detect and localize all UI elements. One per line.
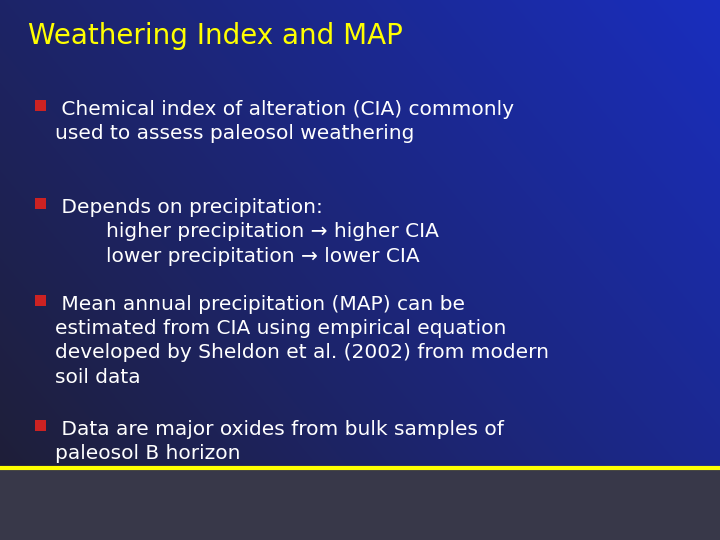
Bar <box>35 295 46 306</box>
Bar <box>35 198 46 209</box>
Text: Data are major oxides from bulk samples of
paleosol B horizon: Data are major oxides from bulk samples … <box>55 420 504 463</box>
Bar <box>35 420 46 431</box>
Bar <box>35 100 46 111</box>
Text: Mean annual precipitation (MAP) can be
estimated from CIA using empirical equati: Mean annual precipitation (MAP) can be e… <box>55 295 549 387</box>
Text: Weathering Index and MAP: Weathering Index and MAP <box>28 22 403 50</box>
Text: Depends on precipitation:
        higher precipitation → higher CIA
        lowe: Depends on precipitation: higher precipi… <box>55 198 439 266</box>
Text: Chemical index of alteration (CIA) commonly
used to assess paleosol weathering: Chemical index of alteration (CIA) commo… <box>55 100 514 143</box>
